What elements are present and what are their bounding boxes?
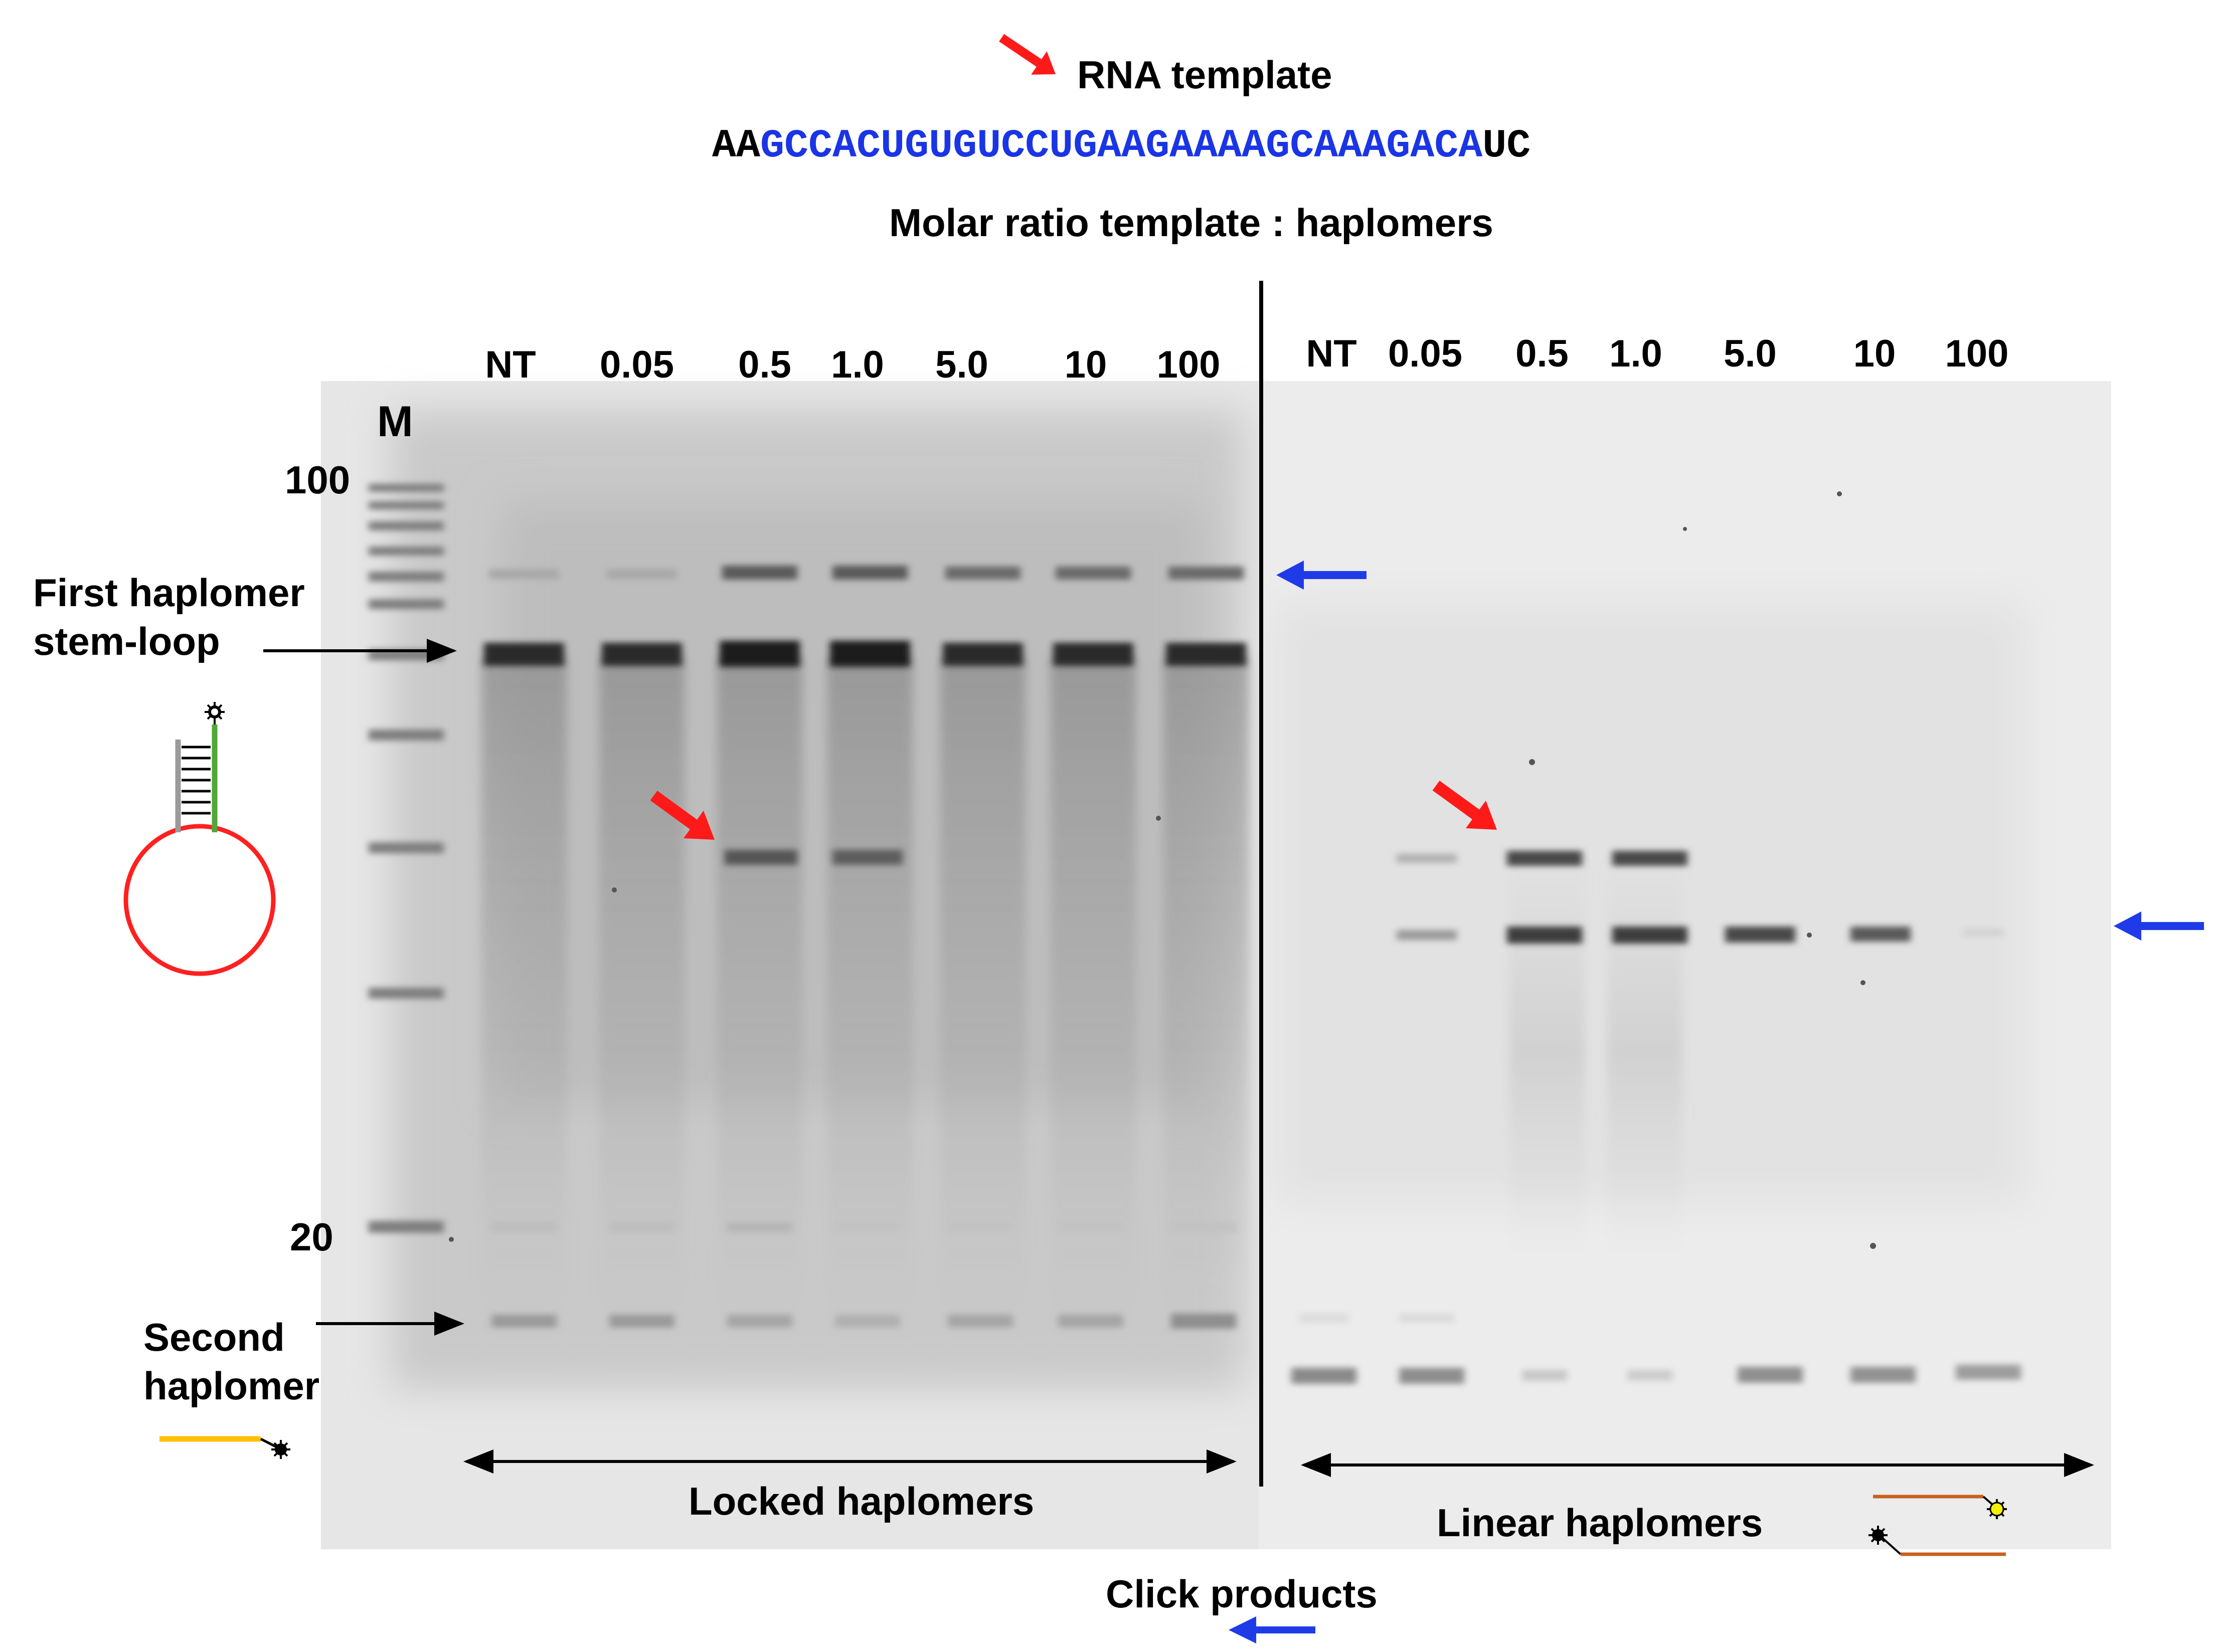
click-product-band bbox=[489, 569, 559, 579]
black-pointer-arrows bbox=[263, 639, 464, 1336]
click-product-band bbox=[722, 566, 797, 580]
marker-size-20: 20 bbox=[290, 1215, 333, 1259]
quencher-icon bbox=[1868, 1526, 1888, 1545]
stem-loop-band bbox=[830, 641, 910, 667]
blue-arrow-left-gel bbox=[1276, 561, 1367, 590]
second-haplomer-schematic bbox=[159, 1436, 290, 1459]
haplomer-label: haplomer bbox=[143, 1364, 320, 1408]
panel-span-arrows bbox=[463, 1449, 2094, 1477]
red-arrow-right-gel bbox=[1432, 781, 1497, 830]
linear-haplomers-schematic bbox=[1868, 1495, 2007, 1556]
second-haplomer-band bbox=[1171, 1314, 1236, 1329]
stem-loop-band bbox=[602, 643, 682, 666]
right-lane-label: 5.0 bbox=[1724, 332, 1777, 375]
stem-loop-band bbox=[943, 643, 1023, 666]
blue-arrow-legend bbox=[1229, 1616, 1315, 1643]
left-lane-label: 0.05 bbox=[600, 343, 674, 386]
click-product-band bbox=[1963, 929, 2003, 937]
blue-arrow-right-gel bbox=[2114, 911, 2204, 941]
second-haplomer-band bbox=[835, 1315, 900, 1328]
sequence-prefix: AA bbox=[712, 123, 761, 169]
sequence-core: GCCACUGUGUCCUGAAGAAAAGCAAAGACA bbox=[760, 123, 1483, 169]
right-lane-label: 0.5 bbox=[1515, 332, 1569, 375]
left-lane-label: 10 bbox=[1064, 343, 1107, 386]
left-gel-bands bbox=[484, 566, 1246, 1329]
second-haplomer-band bbox=[1058, 1315, 1123, 1328]
quencher-icon bbox=[271, 1440, 290, 1459]
click-product-band bbox=[832, 566, 908, 580]
marker-label: M bbox=[377, 398, 413, 446]
click-product-band bbox=[945, 567, 1020, 580]
click-product-band bbox=[1612, 927, 1687, 944]
right-lane-label: 1.0 bbox=[1609, 332, 1662, 375]
stem-loop-label: stem-loop bbox=[33, 619, 220, 663]
templated-product-band bbox=[832, 850, 903, 865]
click-product-band bbox=[1056, 567, 1131, 580]
left-lane-label: 0.5 bbox=[738, 343, 791, 386]
right-lane-label: NT bbox=[1306, 332, 1357, 375]
first-haplomer-label: First haplomer bbox=[33, 571, 305, 615]
molar-ratio-title: Molar ratio template : haplomers bbox=[889, 201, 1493, 245]
right-lane-label: 10 bbox=[1853, 332, 1896, 375]
right-lane-label: 100 bbox=[1945, 332, 2009, 375]
left-lane-label: 5.0 bbox=[935, 343, 988, 386]
stem-loop-band bbox=[720, 641, 800, 667]
templated-product-band bbox=[1612, 851, 1687, 866]
rna-sequence: AAGCCACUGUGUCCUGAAGAAAAGCAAAGACAUC bbox=[712, 126, 1530, 166]
click-product-band bbox=[1507, 927, 1582, 944]
red-arrows bbox=[650, 34, 1497, 840]
stem-loop-band bbox=[1166, 643, 1246, 666]
templated-product-band bbox=[1397, 854, 1457, 863]
templated-product-band bbox=[725, 850, 797, 865]
gel-specks bbox=[449, 491, 1876, 1249]
left-lane-label: 100 bbox=[1156, 343, 1221, 386]
left-gel-smears bbox=[481, 657, 1249, 1359]
templated-product-band bbox=[1507, 851, 1582, 866]
second-label: Second bbox=[143, 1315, 285, 1359]
right-gel-bands bbox=[1291, 851, 2021, 1384]
red-arrow-left-gel bbox=[650, 791, 715, 840]
linear-haplomers-label: Linear haplomers bbox=[1437, 1501, 1763, 1545]
marker-ladder bbox=[369, 484, 444, 1233]
click-products-label: Click products bbox=[1106, 1572, 1378, 1616]
click-product-band bbox=[1168, 567, 1244, 580]
locked-haplomers-label: Locked haplomers bbox=[689, 1479, 1035, 1523]
click-product-band bbox=[1397, 930, 1457, 940]
stem-loop-band bbox=[484, 643, 564, 666]
right-gel-smears bbox=[1509, 852, 1682, 1253]
fluorophore-icon bbox=[205, 702, 225, 722]
second-haplomer-band bbox=[948, 1315, 1013, 1328]
second-haplomer-band bbox=[727, 1315, 792, 1328]
second-haplomer-band bbox=[491, 1315, 557, 1328]
sequence-suffix: UC bbox=[1482, 123, 1531, 169]
left-lane-label: 1.0 bbox=[831, 343, 884, 386]
red-arrow-header bbox=[999, 34, 1056, 75]
second-haplomer-band bbox=[609, 1315, 674, 1328]
yellow-fluorophore-icon bbox=[1987, 1499, 2007, 1519]
blue-arrows bbox=[1229, 561, 2204, 1643]
click-product-band bbox=[607, 569, 677, 579]
left-lane-label: NT bbox=[485, 343, 536, 386]
click-product-band bbox=[1850, 927, 1911, 942]
rna-template-label: RNA template bbox=[1077, 53, 1332, 97]
click-product-band bbox=[1725, 927, 1795, 943]
right-lane-label: 0.05 bbox=[1388, 332, 1462, 375]
stem-loop-band bbox=[1053, 643, 1133, 666]
marker-size-100: 100 bbox=[285, 458, 351, 502]
stem-loop-schematic bbox=[123, 702, 276, 976]
